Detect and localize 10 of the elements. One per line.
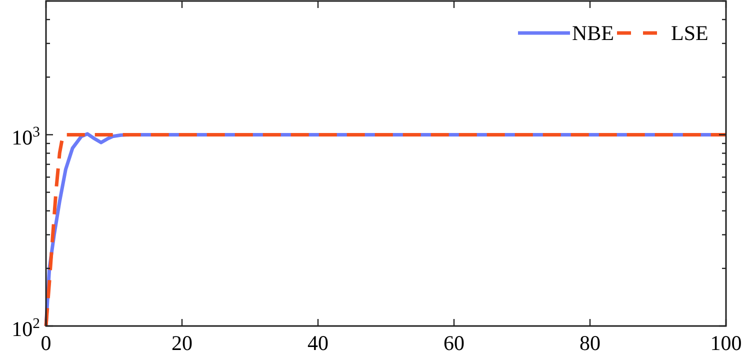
y-tick-label: 10$^{2}$ [12,316,40,341]
x-tick-label: 60 [444,331,464,355]
x-tick-label: 100 [710,331,742,355]
x-tick-label: 80 [580,331,600,355]
y-tick-label: 10$^{3}$ [12,124,40,150]
x-tick-label: 20 [172,331,192,355]
legend-label: NBE [572,21,614,45]
legend-label: LSE [671,21,708,45]
x-tick-label: 0 [40,331,52,355]
x-tick-label: 40 [308,331,328,355]
